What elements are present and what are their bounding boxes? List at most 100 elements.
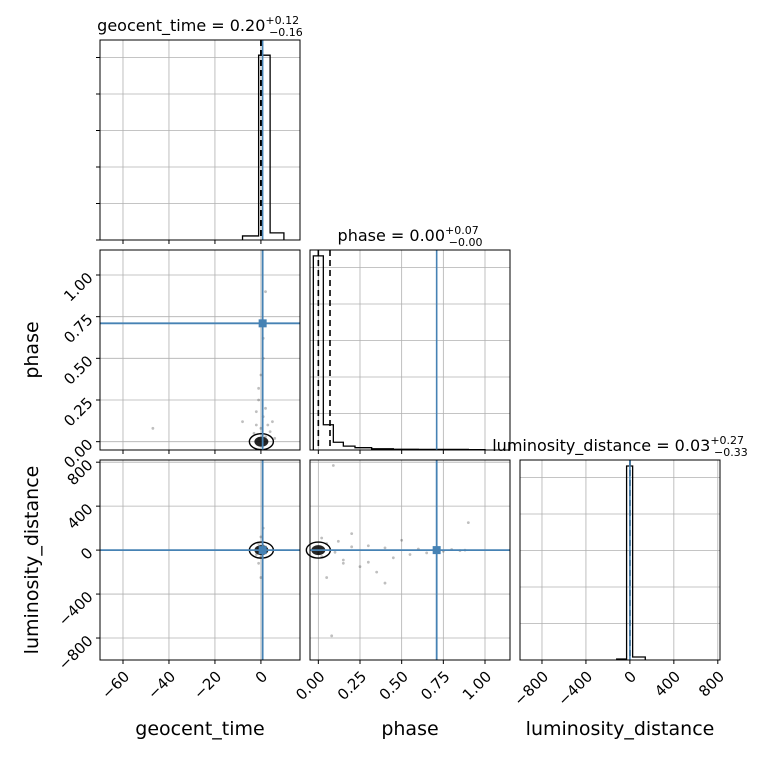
- scatter-point: [259, 373, 263, 377]
- scatter-point: [257, 398, 261, 402]
- scatter-point: [151, 426, 155, 430]
- scatter-point: [273, 436, 277, 440]
- panel-background: [520, 460, 720, 660]
- scatter-point: [466, 521, 470, 525]
- truth-marker: [258, 319, 267, 328]
- scatter-point: [350, 545, 354, 549]
- scatter-point: [333, 550, 337, 554]
- scatter-point: [350, 532, 354, 536]
- scatter-point: [341, 558, 345, 562]
- scatter-point: [383, 581, 387, 585]
- histogram-step: [241, 54, 285, 240]
- panel-frame: [309, 459, 511, 661]
- scatter-point: [257, 561, 261, 565]
- scatter-point: [341, 561, 345, 565]
- scatter-point: [425, 551, 429, 555]
- hist-panel-geocent_time: [96, 39, 301, 244]
- scatter-point: [400, 538, 404, 542]
- scatter-point: [330, 634, 334, 638]
- title-value: geocent_time = 0.20: [97, 16, 265, 36]
- y-tick-label: 0.50: [60, 352, 96, 388]
- scatter-point: [264, 290, 267, 294]
- scatter-point: [254, 423, 258, 427]
- scatter-point: [259, 576, 263, 579]
- truth-marker: [432, 546, 441, 555]
- title-value: phase = 0.00: [338, 226, 445, 245]
- scatter-point: [264, 406, 267, 410]
- panel-background: [100, 250, 300, 450]
- scatter-point: [391, 556, 395, 560]
- scatter-panel-geocent_time-vs-luminosity_distance: [96, 459, 301, 664]
- title-lower-error: −0.00: [449, 236, 483, 249]
- title-value: luminosity_distance = 0.03: [492, 436, 710, 456]
- y-tick-label: 1.00: [60, 269, 96, 305]
- x-tick-label: 0.25: [334, 668, 370, 704]
- panel-frame: [309, 249, 511, 451]
- scatter-panel-geocent_time-vs-phase: [96, 249, 301, 454]
- hist-panel-luminosity_distance: [519, 459, 721, 664]
- x-tick-label: 0.50: [376, 668, 412, 704]
- scatter-point: [383, 546, 387, 550]
- scatter-point: [358, 565, 362, 568]
- y-axis-label: luminosity_distance: [21, 466, 43, 655]
- x-tick-label: 800: [695, 668, 728, 701]
- y-tick-label: −400: [55, 588, 97, 630]
- y-tick-label: 400: [64, 500, 97, 533]
- panel-background: [310, 460, 510, 660]
- panel-background: [310, 250, 510, 450]
- x-tick-label: 1.00: [459, 668, 495, 704]
- panel-background: [100, 460, 300, 660]
- x-axis-label: luminosity_distance: [526, 718, 715, 740]
- scatter-point: [366, 560, 370, 564]
- scatter-point: [271, 420, 274, 424]
- density-contour: [254, 436, 269, 447]
- y-tick-label: 0: [77, 544, 96, 563]
- scatter-point: [266, 423, 270, 427]
- panel-frame: [99, 249, 301, 451]
- x-tick-label: 400: [651, 668, 684, 701]
- scatter-point: [320, 536, 324, 540]
- title-lower-error: −0.16: [269, 26, 303, 39]
- histogram-step: [312, 255, 486, 451]
- panel-frame: [519, 459, 721, 661]
- title-upper-error: +0.07: [445, 224, 479, 237]
- scatter-point: [331, 464, 335, 467]
- x-axis-label: geocent_time: [135, 718, 264, 740]
- x-tick-label: 0: [621, 668, 640, 687]
- title-lower-error: −0.33: [714, 446, 748, 459]
- panel-title: phase = 0.00+0.07 −0.00: [338, 224, 483, 249]
- scatter-point: [252, 431, 256, 435]
- scatter-point: [259, 535, 263, 539]
- x-tick-label: −800: [510, 668, 552, 710]
- scatter-point: [259, 426, 263, 430]
- x-axis-label: phase: [381, 718, 438, 740]
- x-tick-label: −60: [98, 668, 133, 703]
- title-upper-error: +0.12: [265, 14, 299, 27]
- panel-frame: [99, 459, 301, 661]
- x-tick-label: 0: [252, 668, 271, 687]
- truth-marker: [258, 546, 267, 555]
- x-tick-label: 0.00: [292, 668, 328, 704]
- scatter-point: [257, 386, 261, 390]
- panel-title: luminosity_distance = 0.03+0.27 −0.33: [492, 434, 748, 459]
- scatter-point: [268, 430, 272, 434]
- x-tick-label: 0.75: [417, 668, 453, 704]
- scatter-point: [241, 420, 244, 424]
- hist-panel-phase: [309, 249, 511, 454]
- y-tick-label: 0.75: [60, 310, 96, 346]
- scatter-point: [325, 576, 329, 579]
- panel-title: geocent_time = 0.20+0.12 −0.16: [97, 14, 303, 39]
- scatter-point: [254, 410, 258, 414]
- y-tick-label: −800: [55, 632, 97, 674]
- panel-frame: [99, 39, 301, 241]
- scatter-point: [366, 544, 370, 548]
- scatter-point: [336, 539, 340, 543]
- scatter-point: [408, 553, 412, 556]
- scatter-panel-phase-vs-luminosity_distance: [305, 459, 511, 664]
- title-upper-error: +0.27: [710, 434, 744, 447]
- y-axis-label: phase: [21, 321, 43, 378]
- y-tick-label: 0.25: [60, 394, 96, 430]
- x-tick-label: −20: [190, 668, 225, 703]
- scatter-point: [375, 570, 379, 574]
